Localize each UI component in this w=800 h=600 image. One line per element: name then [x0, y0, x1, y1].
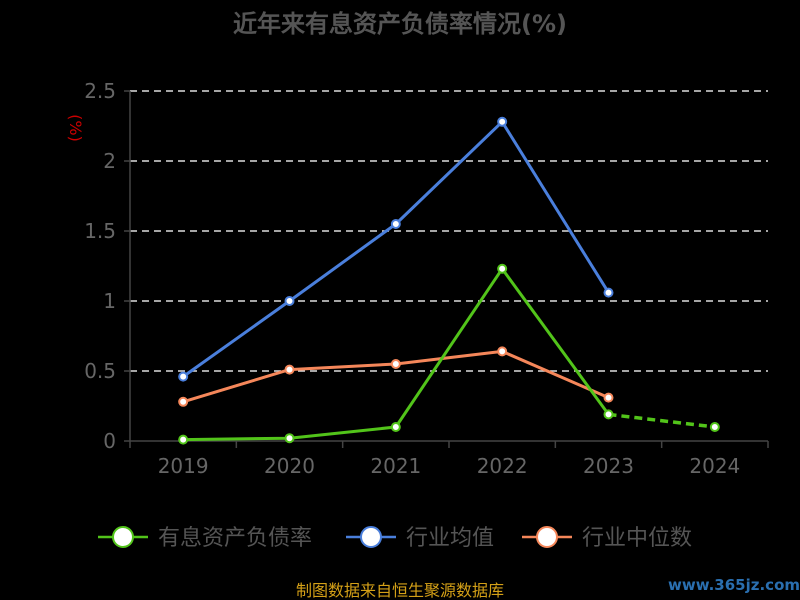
x-tick-label: 2022: [477, 454, 528, 478]
y-tick-label: 2: [103, 149, 116, 173]
data-point: [603, 409, 614, 420]
data-point: [603, 392, 614, 403]
y-axis-label: (%): [66, 114, 85, 142]
axes: 0 0.5 1 1.5 2 2.5 2019 2020 2021 2022 2023 2024: [84, 79, 769, 478]
data-point: [497, 346, 508, 357]
series-2: [178, 346, 614, 407]
legend-swatch-marker: [112, 526, 134, 548]
x-tick-label: 2023: [583, 454, 634, 478]
data-point: [497, 116, 508, 127]
x-tick-label: 2019: [158, 454, 209, 478]
data-point: [178, 396, 189, 407]
x-tick-label: 2021: [370, 454, 421, 478]
chart-title: 近年来有息资产负债率情况(%): [233, 10, 567, 38]
legend-item: 行业中位数: [522, 526, 692, 551]
x-tick-label: 2020: [264, 454, 315, 478]
watermark-text: www.365jz.com: [668, 576, 800, 594]
legend: 有息资产负债率 行业均值 行业中位数: [98, 526, 692, 551]
data-point: [390, 219, 401, 229]
data-point: [284, 364, 295, 375]
legend-swatch-marker: [536, 526, 558, 548]
series-line: [182, 120, 610, 378]
grid-lines: [130, 90, 768, 372]
data-point: [603, 287, 614, 298]
series-line: [183, 267, 610, 442]
legend-label: 行业中位数: [582, 526, 692, 551]
data-point: [709, 422, 720, 432]
y-tick-label: 0: [103, 429, 116, 453]
data-point: [178, 371, 189, 382]
legend-item: 有息资产负债率: [98, 526, 312, 551]
series-0: [178, 263, 720, 445]
y-tick-label: 0.5: [84, 359, 116, 383]
data-point: [497, 263, 508, 274]
y-tick-label: 1: [103, 289, 116, 313]
x-tick-label: 2024: [689, 454, 740, 478]
data-point: [284, 433, 295, 444]
data-point: [284, 296, 295, 306]
legend-label: 行业均值: [406, 526, 494, 551]
y-tick-label: 2.5: [84, 79, 116, 103]
legend-swatch-marker: [360, 526, 382, 548]
series-lines: [178, 116, 720, 445]
data-point: [390, 359, 401, 369]
source-note: 制图数据来自恒生聚源数据库: [296, 581, 504, 600]
series-line-projected: [608, 412, 716, 429]
legend-label: 有息资产负债率: [158, 526, 312, 551]
series-1: [178, 116, 614, 382]
data-point: [390, 422, 401, 432]
legend-item: 行业均值: [346, 526, 494, 551]
y-tick-label: 1.5: [84, 219, 116, 243]
series-line: [182, 349, 610, 404]
data-point: [178, 434, 189, 445]
